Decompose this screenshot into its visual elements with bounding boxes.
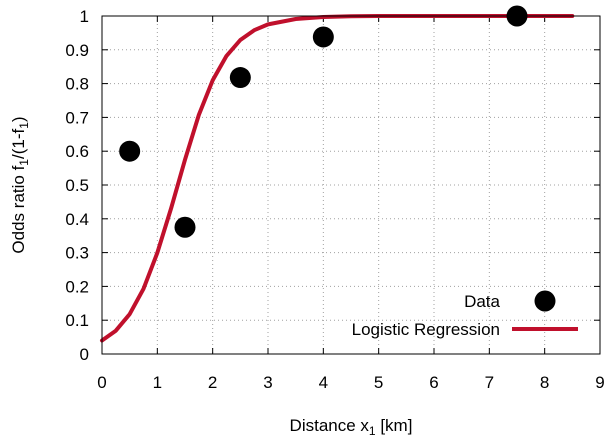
y-tick-label: 1	[80, 7, 89, 26]
x-tick-label: 3	[263, 373, 272, 392]
y-tick-label: 0.9	[65, 41, 89, 60]
series-layer	[100, 5, 575, 343]
plot-frame	[101, 15, 601, 355]
legend-marker-data	[534, 290, 556, 312]
logistic-regression-line	[100, 14, 575, 343]
y-tick-label: 0.3	[65, 244, 89, 263]
grid	[102, 16, 600, 354]
y-tick-label: 0.5	[65, 176, 89, 195]
x-tick-label: 2	[208, 373, 217, 392]
legend-label-data: Data	[464, 292, 500, 311]
data-point	[312, 26, 334, 48]
data-point	[174, 216, 196, 238]
x-tick-label: 5	[374, 373, 383, 392]
x-tick-label: 1	[153, 373, 162, 392]
y-tick-label: 0.6	[65, 142, 89, 161]
tick-labels: 0 1 2 3 4 5 6 7 8 9 0 0.1 0.2 0.3 0.4 0.5 0.6 0.7 0.8 0.9 1	[65, 7, 604, 392]
data-point	[119, 140, 141, 162]
y-tick-label: 0	[80, 345, 89, 364]
axis-ticks	[101, 15, 601, 355]
x-axis-label: Distance x1 [km]	[290, 416, 413, 438]
x-tick-label: 9	[595, 373, 604, 392]
y-tick-label: 0.7	[65, 108, 89, 127]
legend: Data Logistic Regression	[352, 290, 578, 339]
data-point	[229, 67, 251, 89]
y-tick-label: 0.2	[65, 277, 89, 296]
x-tick-label: 6	[429, 373, 438, 392]
legend-label-logistic-regression: Logistic Regression	[352, 320, 500, 339]
x-tick-label: 7	[485, 373, 494, 392]
y-tick-label: 0.4	[65, 210, 89, 229]
x-tick-label: 4	[319, 373, 328, 392]
y-axis-label: Odds ratio f1/(1-f1)	[9, 116, 31, 253]
x-tick-label: 8	[540, 373, 549, 392]
y-tick-label: 0.1	[65, 311, 89, 330]
x-tick-label: 0	[97, 373, 106, 392]
y-tick-label: 0.8	[65, 75, 89, 94]
